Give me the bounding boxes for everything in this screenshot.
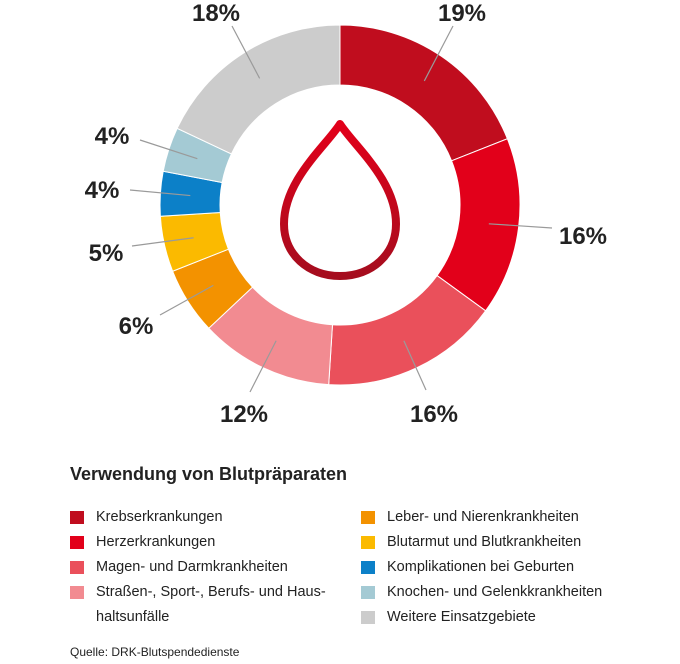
legend-item: Herzerkrankungen — [70, 530, 355, 555]
value-label-1: 19% — [438, 0, 486, 27]
legend-item: Knochen- und Gelenkkrankheiten — [361, 580, 661, 605]
legend-label: Krebserkrankungen — [96, 509, 223, 525]
legend-item: Weitere Einsatzgebiete — [361, 605, 661, 630]
legend-swatch — [70, 511, 84, 524]
value-label-2: 16% — [559, 223, 607, 250]
legend-column-2: Leber- und Nierenkrankheiten Blutarmut un… — [361, 505, 661, 630]
leader-line-3 — [403, 340, 427, 391]
legend-label: Magen- und Darmkrankheiten — [96, 559, 288, 575]
legend-swatch — [361, 611, 375, 624]
slice-9 — [176, 24, 341, 155]
legend-swatch — [70, 536, 84, 549]
slice-1 — [339, 24, 509, 162]
value-label-7: 4% — [85, 177, 120, 204]
legend-item: Blutarmut und Blutkrankheiten — [361, 530, 661, 555]
legend-label: Knochen- und Gelenkkrankheiten — [387, 584, 603, 600]
legend-swatch — [361, 511, 375, 524]
leader-line-4 — [249, 340, 277, 393]
leader-line-6 — [131, 237, 194, 247]
value-label-6: 5% — [89, 240, 124, 267]
leader-line-8 — [139, 139, 198, 160]
value-label-9: 18% — [192, 0, 240, 27]
value-label-4: 12% — [220, 401, 268, 428]
legend-label: Leber- und Nierenkrankheiten — [387, 509, 579, 525]
leader-line-5 — [159, 284, 214, 316]
legend-label: Komplikationen bei Geburten — [387, 559, 575, 575]
legend-swatch — [70, 561, 84, 574]
value-label-3: 16% — [410, 401, 458, 428]
legend-label: Blutarmut und Blutkrankheiten — [387, 534, 582, 550]
legend-label: Straßen-, Sport-, Berufs- und Haus-halts… — [96, 584, 326, 625]
blood-drop-icon — [280, 120, 400, 280]
legend-column-1: Krebserkrankungen Herzerkrankungen Magen- … — [70, 505, 355, 630]
source-note: Quelle: DRK-Blutspendedienste — [70, 645, 240, 659]
leader-line-2 — [488, 223, 553, 229]
legend-item: Straßen-, Sport-, Berufs- und Haus-halts… — [70, 580, 355, 630]
legend-item: Leber- und Nierenkrankheiten — [361, 505, 661, 530]
value-label-8: 4% — [95, 123, 130, 150]
leader-line-1 — [423, 25, 454, 82]
legend-swatch — [70, 586, 84, 599]
leader-line-9 — [231, 25, 261, 79]
legend-title: Verwendung von Blutpräparaten — [70, 464, 348, 484]
legend-item: Magen- und Darmkrankheiten — [70, 555, 355, 580]
legend-swatch — [361, 536, 375, 549]
legend-swatch — [361, 561, 375, 574]
value-label-5: 6% — [119, 313, 154, 340]
donut-chart: 19% 16% 16% 12% 6% 5% 4% 4% 18% — [85, 0, 607, 428]
legend-label: Herzerkrankungen — [96, 534, 216, 550]
legend-item: Krebserkrankungen — [70, 505, 355, 530]
legend-swatch — [361, 586, 375, 599]
legend-item: Komplikationen bei Geburten — [361, 555, 661, 580]
legend-label: Weitere Einsatzgebiete — [387, 609, 536, 625]
leader-line-7 — [129, 189, 191, 197]
